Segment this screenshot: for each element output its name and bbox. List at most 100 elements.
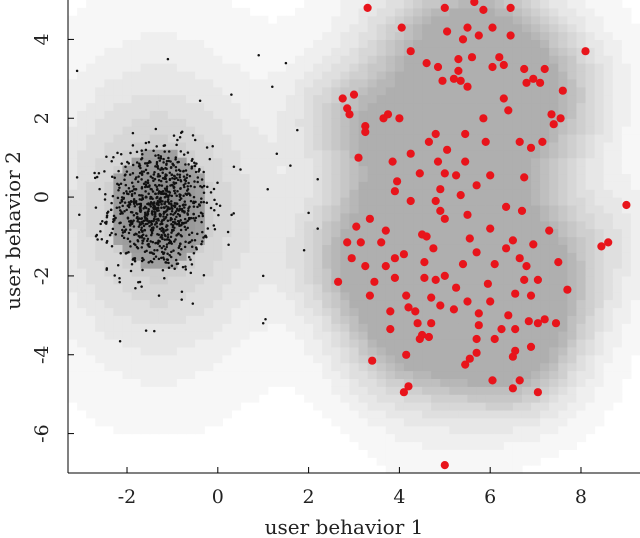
heat-cell xyxy=(612,55,623,64)
heat-cell xyxy=(213,141,223,151)
heat-cell xyxy=(422,110,432,119)
heat-cell xyxy=(131,315,142,324)
heat-cell xyxy=(440,55,450,64)
heat-cell xyxy=(95,118,105,127)
heat-cell xyxy=(258,260,269,269)
heat-cell xyxy=(630,299,640,309)
normal-point xyxy=(138,209,142,213)
heat-cell xyxy=(449,94,460,104)
heat-cell xyxy=(612,236,623,245)
heat-cell xyxy=(204,338,214,348)
heat-cell xyxy=(449,260,460,269)
normal-point xyxy=(141,153,144,156)
heat-cell xyxy=(531,157,541,167)
heat-cell xyxy=(431,149,441,159)
heat-cell xyxy=(413,149,423,159)
normal-point xyxy=(123,209,126,213)
heat-cell xyxy=(603,252,614,261)
heat-cell xyxy=(440,149,450,159)
heat-cell xyxy=(403,268,414,277)
heat-cell xyxy=(322,260,332,269)
outlier-point xyxy=(365,291,374,300)
heat-cell xyxy=(422,323,432,332)
heat-cell xyxy=(431,315,441,324)
heat-cell xyxy=(385,449,396,458)
heat-cell xyxy=(503,86,514,96)
heat-cell xyxy=(621,149,632,159)
x-ticks: -2 0 2 4 6 8 xyxy=(118,467,587,508)
normal-point xyxy=(106,210,110,213)
heat-cell xyxy=(149,354,160,364)
heat-cell xyxy=(549,417,559,427)
heat-cell xyxy=(158,354,169,364)
heat-cell xyxy=(113,63,124,72)
heat-cell xyxy=(213,402,223,411)
heat-cell xyxy=(267,307,278,316)
heat-cell xyxy=(449,315,460,324)
outlier-point xyxy=(429,244,438,253)
heat-cell xyxy=(531,86,541,96)
heat-cell xyxy=(77,386,87,395)
heat-cell xyxy=(440,23,450,33)
heat-cell xyxy=(195,39,205,48)
heat-cell xyxy=(594,31,605,41)
heat-cell xyxy=(204,370,214,379)
heat-cell xyxy=(549,441,559,450)
heat-cell xyxy=(240,47,251,56)
normal-point xyxy=(137,225,141,228)
heat-cell xyxy=(540,39,550,48)
heat-cell xyxy=(158,362,169,372)
heat-cell xyxy=(440,126,450,135)
heat-cell xyxy=(594,118,605,127)
normal-point xyxy=(162,157,165,161)
outlier-point xyxy=(581,47,590,56)
heat-cell xyxy=(95,417,105,427)
heat-cell xyxy=(585,236,596,245)
heat-cell xyxy=(403,465,414,474)
heat-cell xyxy=(612,291,623,301)
heat-cell xyxy=(322,409,332,419)
heat-cell xyxy=(458,23,469,33)
heat-cell xyxy=(503,228,514,238)
heat-cell xyxy=(231,260,242,269)
heat-cell xyxy=(440,102,450,111)
heat-cell xyxy=(213,15,223,25)
heat-cell xyxy=(521,252,532,261)
heat-cell xyxy=(304,268,314,277)
heat-cell xyxy=(440,370,450,379)
heat-cell xyxy=(304,291,314,301)
heat-cell xyxy=(86,31,96,41)
heat-cell xyxy=(558,307,568,316)
heat-cell xyxy=(285,134,296,143)
heat-cell xyxy=(349,315,360,324)
heat-cell xyxy=(349,394,360,403)
heat-cell xyxy=(131,189,142,198)
heat-cell xyxy=(494,189,505,198)
heat-cell xyxy=(267,149,278,159)
normal-point xyxy=(116,196,120,200)
heat-cell xyxy=(512,417,523,427)
heat-cell xyxy=(258,212,269,222)
normal-point xyxy=(131,172,135,175)
heat-cell xyxy=(95,149,105,159)
outlier-point xyxy=(345,110,354,119)
normal-point xyxy=(177,232,180,235)
heat-cell xyxy=(322,204,332,214)
heat-cell xyxy=(231,338,242,348)
x-tick-label: 6 xyxy=(484,486,496,508)
heat-cell xyxy=(240,299,251,309)
heat-cell xyxy=(612,0,623,9)
heat-cell xyxy=(422,31,432,41)
heat-cell xyxy=(494,409,505,419)
heat-cell xyxy=(585,386,596,395)
heat-cell xyxy=(567,212,578,222)
heat-cell xyxy=(394,212,405,222)
heat-cell xyxy=(440,181,450,190)
outlier-point xyxy=(427,293,436,302)
heat-cell xyxy=(213,197,223,206)
heat-cell xyxy=(213,189,223,198)
heat-cell xyxy=(422,134,432,143)
normal-point xyxy=(135,203,139,206)
heat-cell xyxy=(285,283,296,293)
heat-cell xyxy=(340,386,351,395)
